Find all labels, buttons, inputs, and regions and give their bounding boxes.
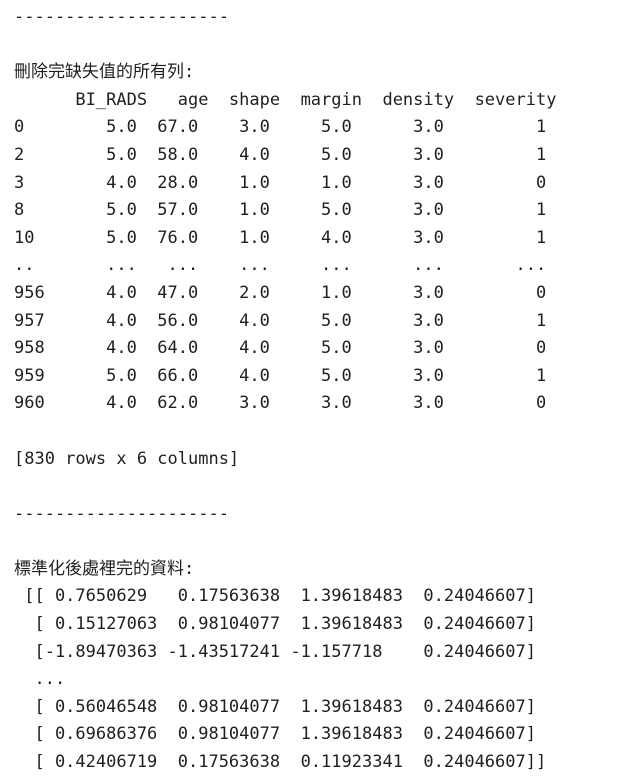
separator-line: --------------------- xyxy=(14,503,229,524)
dataframe-shape-summary: [830 rows x 6 columns] xyxy=(14,448,240,469)
array-row: [ 0.42406719 0.17563638 0.11923341 0.240… xyxy=(14,752,547,773)
blank-line xyxy=(14,528,638,556)
blank-line xyxy=(14,473,638,501)
section-heading-dropna: 刪除完缺失值的所有列: xyxy=(14,62,195,83)
array-row: [-1.89470363 -1.43517241 -1.157718 0.240… xyxy=(14,641,536,662)
dataframe-header: BI_RADS age shape margin density severit… xyxy=(14,89,557,110)
dataframe-row: 956 4.0 47.0 2.0 1.0 3.0 0 xyxy=(14,282,547,303)
dataframe-row: 0 5.0 67.0 3.0 5.0 3.0 1 xyxy=(14,117,547,138)
dataframe-row: 958 4.0 64.0 4.0 5.0 3.0 0 xyxy=(14,338,547,359)
array-row: [ 0.15127063 0.98104077 1.39618483 0.240… xyxy=(14,614,536,635)
dataframe-ellipsis-row: .. ... ... ... ... ... ... xyxy=(14,255,547,276)
array-row: [ 0.69686376 0.98104077 1.39618483 0.240… xyxy=(14,724,536,745)
separator-line: --------------------- xyxy=(14,7,229,27)
array-ellipsis-row: ... xyxy=(14,669,66,690)
dataframe-row: 960 4.0 62.0 3.0 3.0 3.0 0 xyxy=(14,393,547,414)
array-row: [[ 0.7650629 0.17563638 1.39618483 0.240… xyxy=(14,586,536,607)
blank-line xyxy=(14,418,638,446)
dataframe-row: 2 5.0 58.0 4.0 5.0 3.0 1 xyxy=(14,144,547,165)
dataframe-row: 3 4.0 28.0 1.0 1.0 3.0 0 xyxy=(14,172,547,193)
blank-line xyxy=(14,32,638,60)
section-heading-standardized: 標準化後處裡完的資料: xyxy=(14,558,195,579)
dataframe-row: 10 5.0 76.0 1.0 4.0 3.0 1 xyxy=(14,227,547,248)
dataframe-row: 957 4.0 56.0 4.0 5.0 3.0 1 xyxy=(14,310,547,331)
array-row: [ 0.56046548 0.98104077 1.39618483 0.240… xyxy=(14,696,536,717)
dataframe-row: 959 5.0 66.0 4.0 5.0 3.0 1 xyxy=(14,365,547,386)
dataframe-row: 8 5.0 57.0 1.0 5.0 3.0 1 xyxy=(14,200,547,221)
